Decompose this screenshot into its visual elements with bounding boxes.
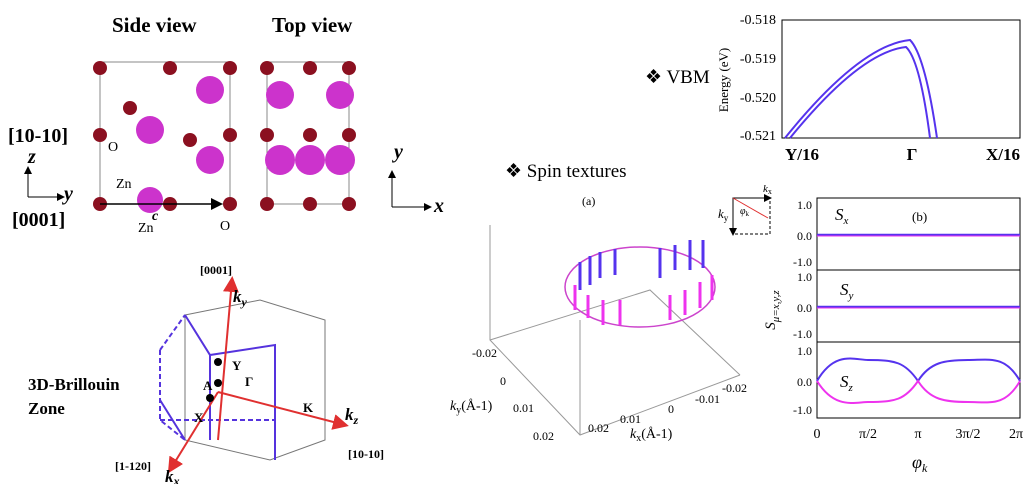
- axis-label: ky(Å-1): [450, 398, 493, 416]
- atom-label: Zn: [138, 221, 154, 236]
- tick-label: 0.02: [533, 429, 554, 443]
- tick-label: 0.01: [620, 412, 641, 426]
- axis-x: x: [433, 195, 444, 217]
- x-tick-label: π/2: [859, 427, 877, 442]
- y-tick-label: 0.0: [797, 301, 812, 315]
- point-label: X: [194, 410, 204, 425]
- spin-components: (b) Sx Sy Sz 1.0 0.0 -1.0 1.0 0.0 -1.0 1…: [763, 198, 1023, 475]
- direction-label: [10-10]: [348, 447, 384, 461]
- series-label: Sx: [835, 205, 849, 227]
- top-view: Top view: [272, 13, 353, 37]
- point-label: Y: [232, 358, 242, 373]
- y-axis-label: Energy (eV): [716, 48, 731, 112]
- tick-label: 0: [500, 374, 506, 388]
- series-label: Sz: [840, 372, 854, 394]
- y-tick-label: 1.0: [797, 270, 812, 284]
- x-tick-label: Y/16: [785, 145, 819, 164]
- figure: Side view Top view [10-10] z y [0001] O …: [0, 0, 1025, 484]
- point-label: Γ: [245, 374, 253, 389]
- axis-z: z: [27, 146, 36, 168]
- y-tick-label: 1.0: [797, 344, 812, 358]
- atom-label: O: [220, 219, 230, 234]
- tick-label: -0.01: [695, 392, 720, 406]
- tick-label: 0.01: [513, 401, 534, 415]
- x-tick-label: 0: [814, 427, 821, 442]
- y-tick-label: -0.520: [740, 91, 776, 106]
- y-tick-label: -0.518: [740, 13, 776, 28]
- tick-label: 0: [668, 402, 674, 416]
- axis-label: kz: [345, 405, 359, 427]
- direction-label: [0001]: [200, 263, 232, 277]
- y-tick-label: -0.521: [740, 129, 776, 144]
- inset-label: ky: [718, 206, 729, 223]
- axis-y: y: [62, 183, 73, 205]
- axis-label: kx: [165, 467, 180, 484]
- y-tick-label: 1.0: [797, 198, 812, 212]
- y-tick-label: -1.0: [793, 255, 812, 269]
- side-view: Side view: [112, 13, 197, 37]
- direction-z: [10-10]: [8, 125, 68, 147]
- atom-label: O: [108, 140, 118, 155]
- y-tick-label: 0.0: [797, 375, 812, 389]
- axis-y: y: [392, 141, 403, 163]
- atom-label: Zn: [116, 177, 132, 192]
- x-axis-label: φk: [912, 452, 928, 475]
- tick-label: -0.02: [722, 381, 747, 395]
- spin-label: ❖ Spin textures: [505, 161, 627, 182]
- series-label: Sy: [840, 280, 854, 302]
- y-tick-label: -1.0: [793, 403, 812, 417]
- direction-y: [0001]: [12, 209, 65, 231]
- x-tick-label: Γ: [907, 145, 918, 164]
- x-tick-label: X/16: [986, 145, 1020, 164]
- y-tick-label: -1.0: [793, 327, 812, 341]
- panel-label: (a): [582, 194, 595, 208]
- direction-label: [1-120]: [115, 459, 151, 473]
- y-tick-label: -0.519: [740, 52, 776, 67]
- crystal: Side view Top view [10-10] z y [0001] O …: [8, 13, 444, 236]
- bz-title: 3D-Brillouin: [28, 375, 120, 394]
- inset-label: kx: [763, 183, 772, 196]
- bz-title: Zone: [28, 399, 65, 418]
- point-label: K: [303, 400, 314, 415]
- brillouin-zone: [0001] ky 3D-Brillouin Zone Y A Γ X K kz…: [28, 263, 384, 484]
- panel-label: (b): [912, 209, 927, 224]
- axis-label: ky: [233, 287, 248, 309]
- tick-label: -0.02: [472, 346, 497, 360]
- y-tick-label: 0.0: [797, 229, 812, 243]
- tick-label: 0.02: [588, 421, 609, 435]
- x-tick-label: 2π: [1009, 427, 1023, 442]
- spin-textures: ❖ Spin textures (a) -0.02 0 0.01 0.02 ky…: [450, 161, 772, 444]
- inset-label: φk: [740, 206, 750, 218]
- axis-label: kx(Å-1): [630, 426, 673, 444]
- vbm-plot: ❖ VBM -0.518 -0.519 -0.520 -0.521 Energy…: [645, 13, 1020, 164]
- vbm-label: ❖ VBM: [645, 67, 710, 88]
- x-tick-label: 3π/2: [956, 427, 981, 442]
- x-tick-label: π: [914, 427, 921, 442]
- y-axis-label: Sμ=x,y,z: [763, 290, 782, 330]
- point-label: A: [203, 378, 213, 393]
- o-atoms: [93, 61, 356, 211]
- zn-atoms: [136, 76, 355, 213]
